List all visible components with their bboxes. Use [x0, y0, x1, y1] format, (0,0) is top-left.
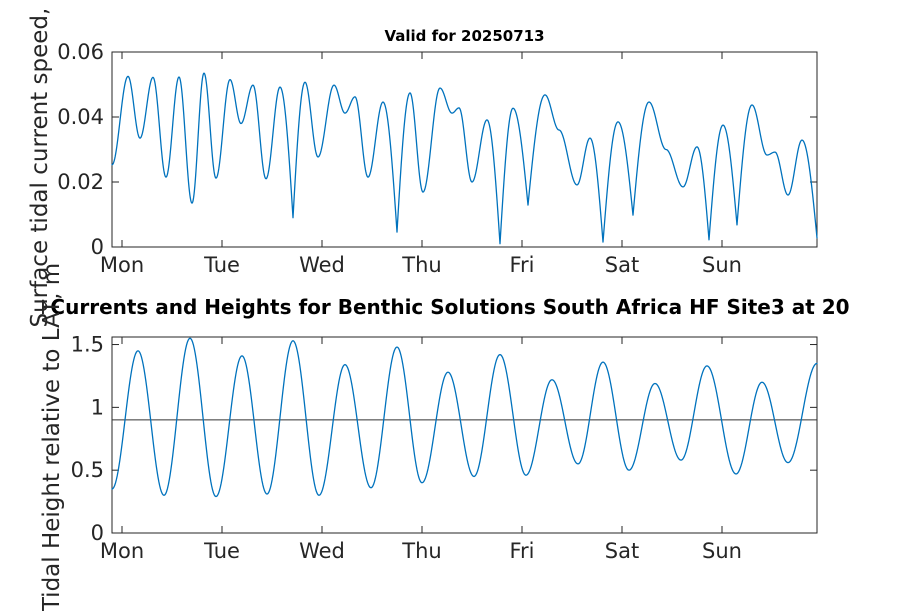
y-tick-label: 0.5: [71, 458, 104, 482]
y-tick-label: 1.5: [71, 333, 104, 357]
x-tick-label: Sun: [702, 253, 742, 277]
top-plot-title: Valid for 20250713: [384, 27, 545, 45]
figure-title: Currents and Heights for Benthic Solutio…: [50, 295, 850, 319]
x-tick-label: Thu: [401, 253, 441, 277]
y-tick-label: 0.06: [57, 40, 104, 64]
x-tick-label: Sun: [702, 539, 742, 563]
x-tick-label: Fri: [509, 539, 534, 563]
y-tick-label: 0: [91, 521, 104, 545]
x-tick-label: Thu: [401, 539, 441, 563]
y-tick-label: 0: [91, 235, 104, 259]
x-tick-label: Fri: [509, 253, 534, 277]
x-tick-label: Mon: [100, 253, 144, 277]
bottom-plot-ylabel: Tidal Height relative to LAT, m: [39, 262, 65, 611]
y-tick-label: 1: [91, 395, 104, 419]
surface-tidal-current-speed-line: [111, 72, 818, 245]
x-tick-label: Tue: [203, 539, 240, 563]
x-tick-label: Mon: [100, 539, 144, 563]
axes-box: [111, 336, 818, 534]
x-tick-label: Sat: [605, 253, 639, 277]
x-tick-label: Tue: [203, 253, 240, 277]
x-tick-label: Sat: [605, 539, 639, 563]
x-tick-label: Wed: [299, 539, 345, 563]
tidal-height-line: [111, 337, 818, 498]
x-tick-label: Wed: [299, 253, 345, 277]
y-tick-label: 0.04: [57, 105, 104, 129]
y-tick-label: 0.02: [57, 170, 104, 194]
axes-box: [111, 51, 818, 248]
